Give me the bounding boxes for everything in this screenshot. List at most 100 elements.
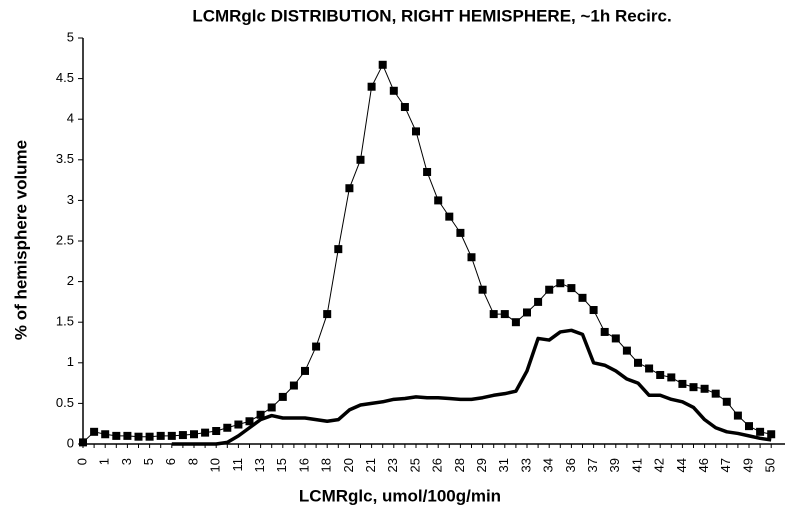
data-point [434,196,443,205]
y-tick-label: 3 [67,192,74,207]
data-point [123,431,132,440]
data-point [334,245,343,254]
data-point [545,285,554,294]
data-point [323,310,332,319]
series-line [171,328,772,446]
x-tick-label: 28 [452,458,467,472]
x-tick-label: 34 [541,458,556,472]
x-tick-label: 18 [319,458,334,472]
data-point [445,212,454,221]
x-tick-label: 3 [119,458,134,465]
data-point [511,318,520,327]
x-tick-label: 0 [74,458,89,465]
data-point [567,284,576,293]
data-point [201,428,210,437]
y-tick-label: 2 [67,273,74,288]
data-point [634,358,642,367]
data-point [423,167,432,176]
data-point [134,432,143,441]
x-tick-label: 23 [385,458,400,472]
y-tick-label: 1 [67,354,74,369]
data-point [534,297,543,306]
data-point [456,228,465,237]
x-tick-label: 1 [97,458,112,465]
x-tick-label: 5 [141,458,156,465]
data-point [223,423,232,432]
x-tick-label: 11 [230,458,245,472]
x-tick-label: 13 [252,458,267,472]
y-tick-label: 2.5 [56,232,74,247]
y-axis-label: % of hemisphere volume [11,140,30,340]
data-point [389,86,398,95]
x-tick-label: 20 [341,458,356,472]
data-point [523,308,531,317]
data-point [267,403,276,412]
x-tick-label: 37 [585,458,600,472]
data-point [101,430,110,439]
x-axis-label: LCMRglc, umol/100g/min [299,486,501,505]
data-point [556,279,565,288]
x-tick-label: 6 [163,458,178,465]
x-tick-label: 21 [363,458,378,472]
x-tick-label: 8 [185,458,200,465]
data-point [312,342,321,351]
data-point [178,431,187,440]
data-point [500,310,509,319]
data-point [345,184,354,193]
x-tick-label: 47 [718,458,733,472]
data-point [645,364,654,373]
x-tick-label: 25 [407,458,422,472]
y-tick-label: 5 [67,29,74,44]
data-point [578,293,587,302]
data-point [367,82,376,91]
data-point [289,381,298,390]
data-point [478,285,487,294]
data-point [700,384,709,393]
data-point [245,417,254,426]
data-point [767,430,776,439]
x-tick-label: 15 [274,458,289,472]
data-point [167,431,176,440]
data-point [589,306,598,315]
x-tick-label: 10 [208,458,223,472]
x-tick-label: 29 [474,458,489,472]
data-point [412,127,420,136]
data-point [678,379,687,388]
x-tick-label: 33 [518,458,533,472]
data-point [711,389,720,398]
data-point [234,420,243,429]
data-point [756,427,765,436]
x-tick-label: 39 [607,458,622,472]
data-point [378,60,387,69]
data-point [400,103,409,112]
x-tick-label: 36 [563,458,578,472]
data-point [667,373,676,382]
data-point [722,397,731,406]
data-point [90,427,99,436]
x-tick-label: 44 [674,458,689,472]
data-point [278,392,287,401]
data-point [611,334,620,343]
x-tick-label: 50 [763,458,778,472]
data-point [745,422,753,431]
data-point [467,253,476,262]
data-point [190,430,198,439]
data-point [112,431,121,440]
y-tick-label: 0.5 [56,395,74,410]
x-tick-label: 26 [430,458,445,472]
x-tick-label: 49 [740,458,755,472]
x-tick-label: 31 [496,458,511,472]
data-point [156,431,165,440]
data-point [212,427,221,436]
y-tick-label: 3.5 [56,151,74,166]
data-point [356,155,365,164]
x-tick-label: 42 [652,458,667,472]
series-line [82,64,772,443]
data-point [489,310,498,319]
data-point [733,411,742,420]
data-point [622,346,631,355]
data-point [600,327,609,336]
x-tick-label: 16 [296,458,311,472]
x-tick-label: 46 [696,458,711,472]
